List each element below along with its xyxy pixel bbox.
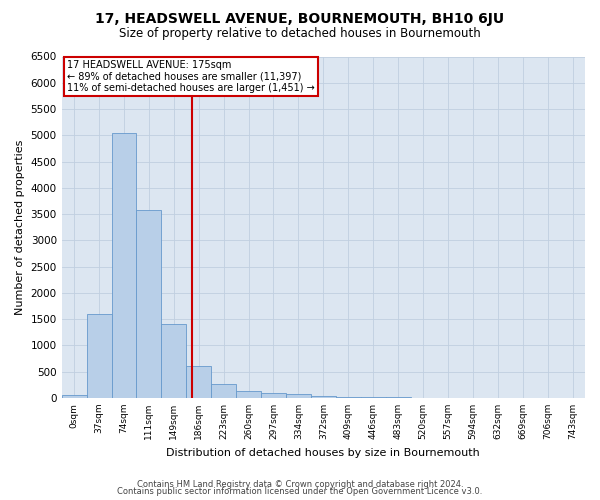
Bar <box>286 394 311 398</box>
Bar <box>211 384 236 398</box>
Bar <box>186 366 211 398</box>
Bar <box>112 132 136 398</box>
Bar <box>261 392 286 398</box>
Bar <box>361 397 386 398</box>
Bar <box>311 396 336 398</box>
Bar <box>336 396 361 398</box>
Text: 17 HEADSWELL AVENUE: 175sqm
← 89% of detached houses are smaller (11,397)
11% of: 17 HEADSWELL AVENUE: 175sqm ← 89% of det… <box>67 60 314 93</box>
Bar <box>136 210 161 398</box>
Text: Size of property relative to detached houses in Bournemouth: Size of property relative to detached ho… <box>119 28 481 40</box>
Bar <box>161 324 186 398</box>
Bar <box>86 314 112 398</box>
Text: Contains HM Land Registry data © Crown copyright and database right 2024.: Contains HM Land Registry data © Crown c… <box>137 480 463 489</box>
Bar <box>236 391 261 398</box>
Bar <box>62 396 86 398</box>
Y-axis label: Number of detached properties: Number of detached properties <box>15 140 25 315</box>
Text: 17, HEADSWELL AVENUE, BOURNEMOUTH, BH10 6JU: 17, HEADSWELL AVENUE, BOURNEMOUTH, BH10 … <box>95 12 505 26</box>
X-axis label: Distribution of detached houses by size in Bournemouth: Distribution of detached houses by size … <box>166 448 480 458</box>
Text: Contains public sector information licensed under the Open Government Licence v3: Contains public sector information licen… <box>118 488 482 496</box>
